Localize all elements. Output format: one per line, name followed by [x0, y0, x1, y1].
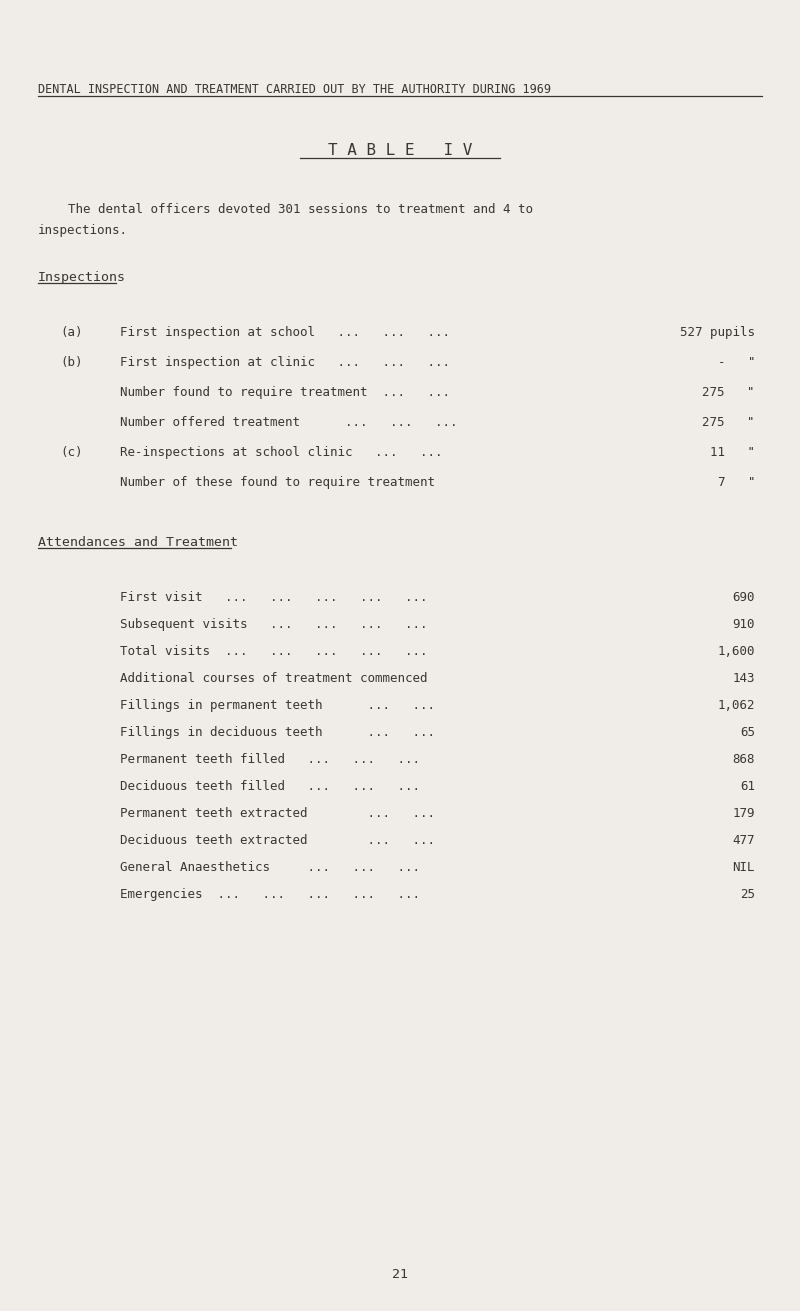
Text: General Anaesthetics     ...   ...   ...: General Anaesthetics ... ... ...: [120, 861, 420, 874]
Text: 527 pupils: 527 pupils: [680, 326, 755, 340]
Text: Re-inspections at school clinic   ...   ...: Re-inspections at school clinic ... ...: [120, 446, 442, 459]
Text: Total visits  ...   ...   ...   ...   ...: Total visits ... ... ... ... ...: [120, 645, 427, 658]
Text: Additional courses of treatment commenced: Additional courses of treatment commence…: [120, 673, 427, 686]
Text: 910: 910: [733, 617, 755, 631]
Text: Number found to require treatment  ...   ...: Number found to require treatment ... ..…: [120, 385, 450, 399]
Text: 65: 65: [740, 726, 755, 739]
Text: Attendances and Treatment: Attendances and Treatment: [38, 536, 238, 549]
Text: 275   ": 275 ": [702, 385, 755, 399]
Text: First visit   ...   ...   ...   ...   ...: First visit ... ... ... ... ...: [120, 591, 427, 604]
Text: Deciduous teeth extracted        ...   ...: Deciduous teeth extracted ... ...: [120, 834, 435, 847]
Text: 11   ": 11 ": [710, 446, 755, 459]
Text: 143: 143: [733, 673, 755, 686]
Text: 179: 179: [733, 808, 755, 819]
Text: (b): (b): [60, 357, 82, 368]
Text: Emergencies  ...   ...   ...   ...   ...: Emergencies ... ... ... ... ...: [120, 888, 420, 901]
Text: Number offered treatment      ...   ...   ...: Number offered treatment ... ... ...: [120, 416, 458, 429]
Text: First inspection at clinic   ...   ...   ...: First inspection at clinic ... ... ...: [120, 357, 450, 368]
Text: Inspections: Inspections: [38, 271, 126, 284]
Text: (c): (c): [60, 446, 82, 459]
Text: Permanent teeth filled   ...   ...   ...: Permanent teeth filled ... ... ...: [120, 753, 420, 766]
Text: 61: 61: [740, 780, 755, 793]
Text: NIL: NIL: [733, 861, 755, 874]
Text: (a): (a): [60, 326, 82, 340]
Text: 477: 477: [733, 834, 755, 847]
Text: 21: 21: [392, 1268, 408, 1281]
Text: 275   ": 275 ": [702, 416, 755, 429]
Text: Fillings in permanent teeth      ...   ...: Fillings in permanent teeth ... ...: [120, 699, 435, 712]
Text: Permanent teeth extracted        ...   ...: Permanent teeth extracted ... ...: [120, 808, 435, 819]
Text: inspections.: inspections.: [38, 224, 128, 237]
Text: 7   ": 7 ": [718, 476, 755, 489]
Text: 1,062: 1,062: [718, 699, 755, 712]
Text: -   ": - ": [718, 357, 755, 368]
Text: 868: 868: [733, 753, 755, 766]
Text: Deciduous teeth filled   ...   ...   ...: Deciduous teeth filled ... ... ...: [120, 780, 420, 793]
Text: Subsequent visits   ...   ...   ...   ...: Subsequent visits ... ... ... ...: [120, 617, 427, 631]
Text: 1,600: 1,600: [718, 645, 755, 658]
Text: The dental officers devoted 301 sessions to treatment and 4 to: The dental officers devoted 301 sessions…: [38, 203, 533, 216]
Text: 690: 690: [733, 591, 755, 604]
Text: DENTAL INSPECTION AND TREATMENT CARRIED OUT BY THE AUTHORITY DURING 1969: DENTAL INSPECTION AND TREATMENT CARRIED …: [38, 83, 551, 96]
Text: Number of these found to require treatment: Number of these found to require treatme…: [120, 476, 435, 489]
Text: Fillings in deciduous teeth      ...   ...: Fillings in deciduous teeth ... ...: [120, 726, 435, 739]
Text: T A B L E   I V: T A B L E I V: [328, 143, 472, 159]
Text: First inspection at school   ...   ...   ...: First inspection at school ... ... ...: [120, 326, 450, 340]
Text: 25: 25: [740, 888, 755, 901]
